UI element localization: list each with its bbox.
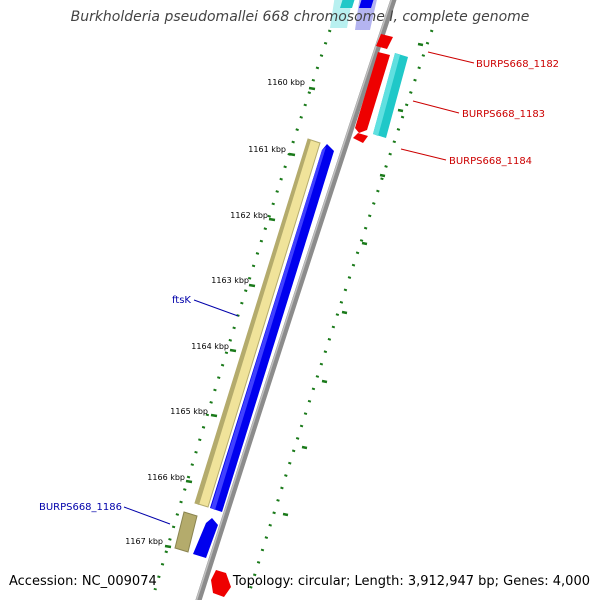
- burps1186-cds-shadow[interactable]: [174, 511, 198, 553]
- outer-major-tick: [379, 173, 386, 178]
- chromosome-backbone-highlight: [195, 0, 393, 600]
- bottom-reverse-gene[interactable]: [211, 570, 231, 597]
- tick-label: 1162 kbp: [230, 211, 268, 220]
- burps1186-gene[interactable]: [193, 518, 218, 558]
- chromosome-backbone: [195, 0, 397, 600]
- outer-major-tick: [321, 379, 328, 384]
- top-cds-accent: [340, 0, 355, 8]
- ftsK-gene-highlight: [211, 147, 326, 510]
- outer-major-tick: [361, 241, 368, 246]
- major-ticks: [164, 86, 316, 549]
- major-tick: [164, 544, 172, 549]
- burps1186-connector: [123, 506, 171, 525]
- accession-text: Accession: NC_009074: [9, 574, 157, 589]
- burps1182-gene[interactable]: [376, 34, 393, 49]
- outer-major-ticks: [282, 42, 424, 517]
- outer-major-tick: [282, 512, 289, 517]
- major-tick: [229, 348, 237, 353]
- major-tick: [248, 283, 256, 288]
- inner-minor-ticks: [153, 29, 332, 591]
- tick-label: 1163 kbp: [211, 276, 249, 285]
- major-tick: [308, 86, 316, 91]
- tick-label: 1161 kbp: [248, 145, 286, 154]
- major-tick: [268, 217, 276, 222]
- tick-label: 1164 kbp: [191, 342, 229, 351]
- top-gene-accent: [359, 0, 374, 8]
- map-title: Burkholderia pseudomallei 668 chromosome…: [70, 9, 530, 25]
- gene-label-burps1186[interactable]: BURPS668_1186: [39, 502, 122, 513]
- major-tick: [288, 152, 296, 157]
- major-tick: [185, 479, 193, 484]
- tick-label: 1166 kbp: [147, 473, 185, 482]
- ftsK-cds-shadow-edge: [195, 139, 311, 505]
- topology-text: Topology: circular; Length: 3,912,947 bp…: [232, 574, 590, 589]
- burps1182-connector: [427, 51, 475, 64]
- burps1183-gene[interactable]: [355, 52, 390, 133]
- burps1183-cds-highlight: [373, 53, 400, 136]
- tick-label: 1165 kbp: [170, 407, 208, 416]
- outer-major-tick: [341, 310, 348, 315]
- burps1183-connector: [412, 100, 460, 114]
- outer-major-tick: [301, 445, 308, 450]
- gene-label-burps1184[interactable]: BURPS668_1184: [449, 156, 532, 167]
- outer-major-tick: [397, 108, 404, 113]
- outer-major-tick: [417, 42, 424, 47]
- tick-labels: 1160 kbp 1161 kbp 1162 kbp 1163 kbp 1164…: [125, 78, 305, 546]
- gene-label-burps1182[interactable]: BURPS668_1182: [476, 59, 559, 70]
- ftsK-connector: [193, 299, 239, 317]
- gene-label-ftsK[interactable]: ftsK: [172, 295, 191, 306]
- tick-label: 1160 kbp: [267, 78, 305, 87]
- gene-label-burps1183[interactable]: BURPS668_1183: [462, 109, 545, 120]
- burps1184-gene[interactable]: [353, 133, 368, 143]
- burps1184-connector: [400, 148, 447, 161]
- major-tick: [210, 413, 218, 418]
- tick-label: 1167 kbp: [125, 537, 163, 546]
